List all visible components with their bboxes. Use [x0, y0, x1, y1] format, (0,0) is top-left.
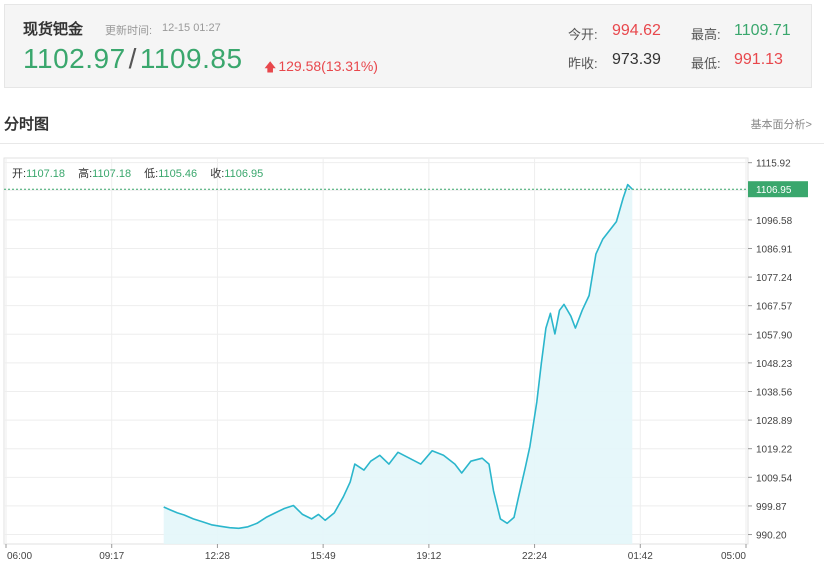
y-tick-label: 1028.89: [756, 416, 793, 427]
x-tick-label: 12:28: [205, 551, 230, 562]
x-tick-label: 01:42: [628, 551, 653, 562]
low-value: 991.13: [734, 51, 783, 68]
divider: [0, 143, 824, 144]
y-tick-label: 1009.54: [756, 473, 793, 484]
stats-close-label: 收:: [210, 168, 225, 180]
current-price-badge: [748, 181, 808, 198]
price-change: 🡅 129.58(13.31%): [264, 58, 378, 79]
x-tick-label: 15:49: [311, 551, 336, 562]
stats-high-label: 高:: [78, 168, 93, 180]
ohlc-stats: 开:1107.18 高:1107.18 低:1105.46 收:1106.95: [12, 165, 273, 181]
y-tick-label: 1115.92: [756, 159, 791, 170]
stats-open-value: 1107.18: [26, 168, 66, 180]
y-tick-label: 1019.22: [756, 445, 793, 456]
x-tick-label: 19:12: [416, 551, 441, 562]
bid-price: 1102.97: [23, 43, 126, 74]
up-arrow-icon: 🡅: [264, 60, 277, 74]
y-tick-label: 1048.23: [756, 359, 793, 370]
open-value: 994.62: [612, 22, 661, 39]
stats-low-value: 1105.46: [158, 168, 198, 180]
y-tick-label: 999.87: [756, 502, 787, 513]
x-tick-label: 05:00: [721, 551, 746, 562]
stats-close-value: 1106.95: [224, 168, 264, 180]
price-line: [163, 183, 633, 530]
y-tick-label: 1067.57: [756, 302, 793, 313]
price-area: [163, 184, 633, 544]
stats-high-value: 1107.18: [92, 168, 132, 180]
section-title: 分时图: [4, 116, 50, 133]
y-tick-label: 1086.91: [756, 244, 793, 255]
instrument-title: 现货钯金: [23, 21, 84, 38]
high-value: 1109.71: [734, 22, 791, 39]
prev-close-label: 昨收:: [568, 56, 598, 71]
stats-low-label: 低:: [144, 168, 159, 180]
fundamentals-link[interactable]: 基本面分析>: [750, 119, 812, 131]
open-label: 今开:: [568, 27, 598, 42]
y-tick-label: 990.20: [756, 531, 787, 542]
intraday-chart[interactable]: 1115.921106.581096.581086.911077.241067.…: [0, 150, 824, 565]
high-label: 最高:: [691, 27, 721, 42]
price-change-value: 129.58(13.31%): [278, 58, 378, 74]
prev-close-value: 973.39: [612, 51, 661, 68]
quote-panel: 现货钯金 更新时间: 12-15 01:27 1102.97/1109.85 🡅…: [4, 4, 812, 88]
ask-price: 1109.85: [139, 43, 243, 74]
y-tick-label: 1077.24: [756, 273, 793, 284]
y-tick-label: 1057.90: [756, 330, 793, 341]
stats-open-label: 开:: [12, 168, 27, 180]
x-tick-label: 06:00: [7, 551, 32, 562]
update-time-label: 更新时间:: [105, 25, 153, 37]
x-tick-label: 22:24: [522, 551, 547, 562]
y-tick-label: 1038.56: [756, 387, 793, 398]
x-tick-label: 09:17: [99, 551, 124, 562]
price-separator: /: [128, 43, 137, 74]
update-time: 12-15 01:27: [162, 22, 221, 34]
low-label: 最低:: [691, 56, 721, 71]
price-display: 1102.97/1109.85: [23, 43, 243, 75]
y-tick-label: 1096.58: [756, 216, 793, 227]
current-price-label: 1106.95: [756, 185, 792, 196]
